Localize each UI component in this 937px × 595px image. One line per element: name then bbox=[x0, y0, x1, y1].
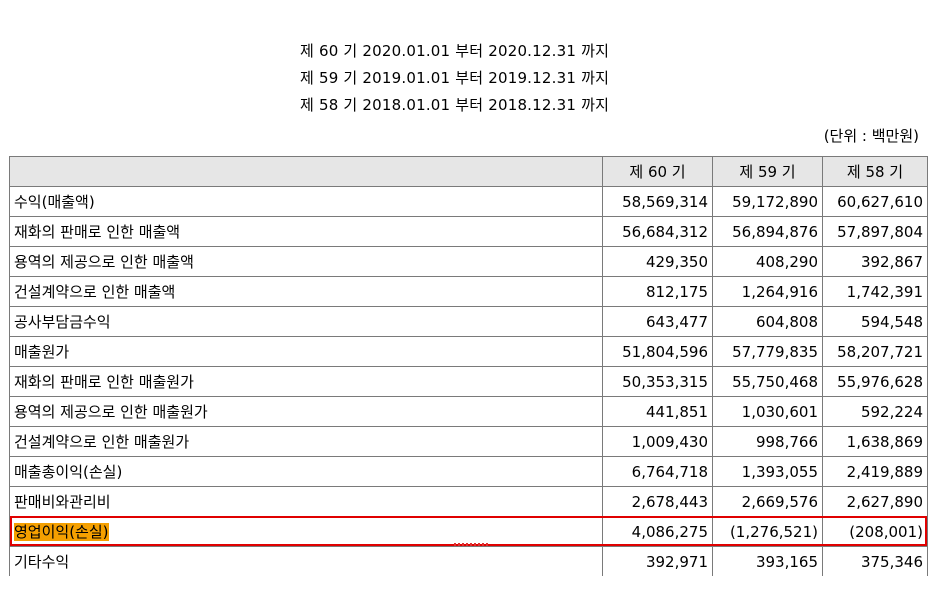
header-label-column bbox=[9, 156, 603, 187]
value-60: 56,684,312 bbox=[602, 216, 713, 247]
value-60: 4,086,275 bbox=[602, 516, 713, 547]
value-59: 59,172,890 bbox=[712, 186, 823, 217]
value-60: 429,350 bbox=[602, 246, 713, 277]
table-row: 용역의 제공으로 인한 매출원가 441,851 1,030,601 592,2… bbox=[9, 396, 928, 427]
value-58: 2,627,890 bbox=[822, 486, 928, 517]
table-row: 재화의 판매로 인한 매출원가 50,353,315 55,750,468 55… bbox=[9, 366, 928, 397]
fiscal-periods: 제 60 기 2020.01.01 부터 2020.12.31 까지 제 59 … bbox=[300, 38, 609, 119]
row-label: 수익(매출액) bbox=[9, 186, 603, 217]
value-58: 55,976,628 bbox=[822, 366, 928, 397]
table-row: 재화의 판매로 인한 매출액 56,684,312 56,894,876 57,… bbox=[9, 216, 928, 247]
value-58: 58,207,721 bbox=[822, 336, 928, 367]
value-59: 55,750,468 bbox=[712, 366, 823, 397]
value-59: 1,030,601 bbox=[712, 396, 823, 427]
table-row: 수익(매출액) 58,569,314 59,172,890 60,627,610 bbox=[9, 186, 928, 217]
row-label: 용역의 제공으로 인한 매출액 bbox=[9, 246, 603, 277]
value-60: 812,175 bbox=[602, 276, 713, 307]
table-row: 용역의 제공으로 인한 매출액 429,350 408,290 392,867 bbox=[9, 246, 928, 277]
value-60: 58,569,314 bbox=[602, 186, 713, 217]
period-line-58: 제 58 기 2018.01.01 부터 2018.12.31 까지 bbox=[300, 96, 610, 114]
table-row: 건설계약으로 인한 매출원가 1,009,430 998,766 1,638,8… bbox=[9, 426, 928, 457]
header-period-60: 제 60 기 bbox=[602, 156, 713, 187]
value-58: 1,638,869 bbox=[822, 426, 928, 457]
value-60: 50,353,315 bbox=[602, 366, 713, 397]
table-row-highlighted: 영업이익(손실) 4,086,275 (1,276,521) (208,001) bbox=[9, 516, 928, 547]
row-label: 영업이익(손실) bbox=[9, 516, 603, 547]
row-label: 건설계약으로 인한 매출액 bbox=[9, 276, 603, 307]
value-59: 393,165 bbox=[712, 546, 823, 576]
header-period-58: 제 58 기 bbox=[822, 156, 928, 187]
row-label: 용역의 제공으로 인한 매출원가 bbox=[9, 396, 603, 427]
income-statement-table: 제 60 기 제 59 기 제 58 기 수익(매출액) 58,569,314 … bbox=[9, 156, 928, 576]
row-label: 공사부담금수익 bbox=[9, 306, 603, 337]
value-59: 604,808 bbox=[712, 306, 823, 337]
value-59: 998,766 bbox=[712, 426, 823, 457]
table-row: 공사부담금수익 643,477 604,808 594,548 bbox=[9, 306, 928, 337]
value-59: 408,290 bbox=[712, 246, 823, 277]
highlighted-label: 영업이익(손실) bbox=[14, 523, 109, 541]
period-line-59: 제 59 기 2019.01.01 부터 2019.12.31 까지 bbox=[300, 69, 610, 87]
value-59: 2,669,576 bbox=[712, 486, 823, 517]
value-58: 392,867 bbox=[822, 246, 928, 277]
value-60: 441,851 bbox=[602, 396, 713, 427]
value-59: 57,779,835 bbox=[712, 336, 823, 367]
value-60: 1,009,430 bbox=[602, 426, 713, 457]
value-60: 392,971 bbox=[602, 546, 713, 576]
row-label: 재화의 판매로 인한 매출원가 bbox=[9, 366, 603, 397]
period-line-60: 제 60 기 2020.01.01 부터 2020.12.31 까지 bbox=[300, 42, 610, 60]
value-59: (1,276,521) bbox=[712, 516, 823, 547]
table-row: 매출총이익(손실) 6,764,718 1,393,055 2,419,889 bbox=[9, 456, 928, 487]
row-label: 건설계약으로 인한 매출원가 bbox=[9, 426, 603, 457]
value-60: 643,477 bbox=[602, 306, 713, 337]
spellcheck-underline bbox=[454, 543, 488, 546]
value-58: (208,001) bbox=[822, 516, 928, 547]
unit-label: (단위 : 백만원) bbox=[823, 127, 919, 145]
row-label: 매출원가 bbox=[9, 336, 603, 367]
value-58: 1,742,391 bbox=[822, 276, 928, 307]
value-59: 1,264,916 bbox=[712, 276, 823, 307]
value-59: 1,393,055 bbox=[712, 456, 823, 487]
table-row: 매출원가 51,804,596 57,779,835 58,207,721 bbox=[9, 336, 928, 367]
table-header-row: 제 60 기 제 59 기 제 58 기 bbox=[9, 156, 928, 187]
value-59: 56,894,876 bbox=[712, 216, 823, 247]
value-58: 60,627,610 bbox=[822, 186, 928, 217]
value-58: 57,897,804 bbox=[822, 216, 928, 247]
table-row: 기타수익 392,971 393,165 375,346 bbox=[9, 546, 928, 576]
value-58: 375,346 bbox=[822, 546, 928, 576]
row-label: 판매비와관리비 bbox=[9, 486, 603, 517]
row-label: 매출총이익(손실) bbox=[9, 456, 603, 487]
value-58: 2,419,889 bbox=[822, 456, 928, 487]
value-58: 594,548 bbox=[822, 306, 928, 337]
table-row: 판매비와관리비 2,678,443 2,669,576 2,627,890 bbox=[9, 486, 928, 517]
value-58: 592,224 bbox=[822, 396, 928, 427]
value-60: 6,764,718 bbox=[602, 456, 713, 487]
row-label: 기타수익 bbox=[9, 546, 603, 576]
row-label: 재화의 판매로 인한 매출액 bbox=[9, 216, 603, 247]
value-60: 2,678,443 bbox=[602, 486, 713, 517]
value-60: 51,804,596 bbox=[602, 336, 713, 367]
table-row: 건설계약으로 인한 매출액 812,175 1,264,916 1,742,39… bbox=[9, 276, 928, 307]
header-period-59: 제 59 기 bbox=[712, 156, 823, 187]
